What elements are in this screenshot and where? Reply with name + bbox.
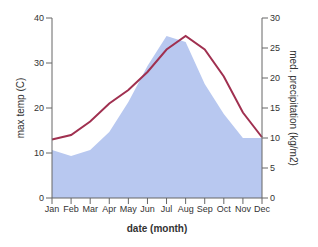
svg-text:0: 0 — [270, 193, 275, 203]
svg-text:20: 20 — [34, 103, 44, 113]
svg-text:Feb: Feb — [63, 204, 79, 214]
svg-text:Oct: Oct — [217, 204, 232, 214]
svg-text:med. precipitation (kg/m2): med. precipitation (kg/m2) — [288, 50, 299, 166]
svg-text:date (month): date (month) — [127, 223, 188, 234]
svg-text:5: 5 — [270, 163, 275, 173]
svg-text:Apr: Apr — [102, 204, 116, 214]
svg-text:25: 25 — [270, 43, 280, 53]
svg-text:40: 40 — [34, 13, 44, 23]
svg-text:Jul: Jul — [161, 204, 173, 214]
svg-text:Sep: Sep — [197, 204, 213, 214]
svg-text:Nov: Nov — [235, 204, 252, 214]
svg-text:Aug: Aug — [178, 204, 194, 214]
svg-text:May: May — [120, 204, 138, 214]
svg-text:30: 30 — [34, 58, 44, 68]
svg-text:15: 15 — [270, 103, 280, 113]
svg-text:10: 10 — [34, 148, 44, 158]
svg-text:Jun: Jun — [140, 204, 155, 214]
svg-text:0: 0 — [39, 193, 44, 203]
svg-text:Dec: Dec — [254, 204, 271, 214]
svg-text:Jan: Jan — [45, 204, 60, 214]
svg-text:20: 20 — [270, 73, 280, 83]
svg-text:30: 30 — [270, 13, 280, 23]
svg-text:10: 10 — [270, 133, 280, 143]
svg-text:Mar: Mar — [82, 204, 98, 214]
svg-text:max temp (C): max temp (C) — [15, 78, 26, 139]
